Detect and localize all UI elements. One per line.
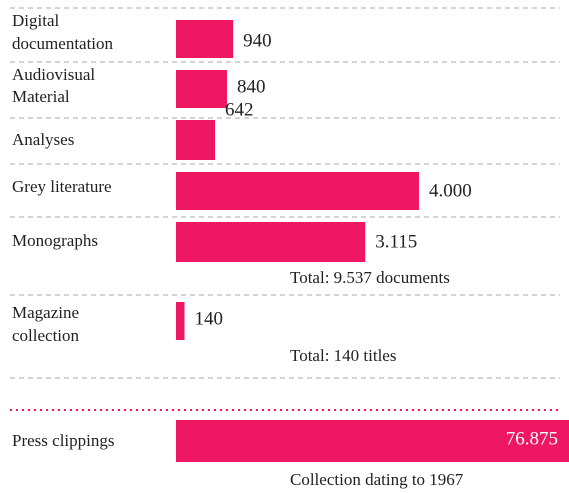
- bar: [176, 302, 185, 340]
- value-label: 642: [225, 99, 254, 120]
- category-label: Audiovisual Material: [12, 65, 95, 106]
- value-label: 840: [237, 76, 266, 97]
- bar: [176, 420, 569, 462]
- category-label: Magazine collection: [12, 303, 80, 345]
- category-label: Grey literature: [12, 177, 112, 196]
- bar: [176, 172, 419, 210]
- value-label: 940: [243, 30, 271, 51]
- value-label: 4.000: [429, 180, 472, 201]
- category-label: Analyses: [12, 130, 74, 149]
- category-label: Monographs: [12, 231, 98, 250]
- value-label: 140: [195, 308, 224, 329]
- value-label: 76.875: [506, 428, 558, 449]
- annotation: Collection dating to 1967: [290, 470, 464, 489]
- bar: [176, 20, 234, 58]
- annotation: Total: 140 titles: [290, 346, 396, 365]
- annotation: Total: 9.537 documents: [290, 268, 450, 287]
- bar: [176, 70, 228, 108]
- bar: [176, 120, 216, 160]
- bar: [176, 222, 366, 262]
- value-label: 3.115: [375, 231, 417, 252]
- category-label: Digital documentation: [12, 11, 114, 53]
- category-label: Press clippings: [12, 431, 114, 450]
